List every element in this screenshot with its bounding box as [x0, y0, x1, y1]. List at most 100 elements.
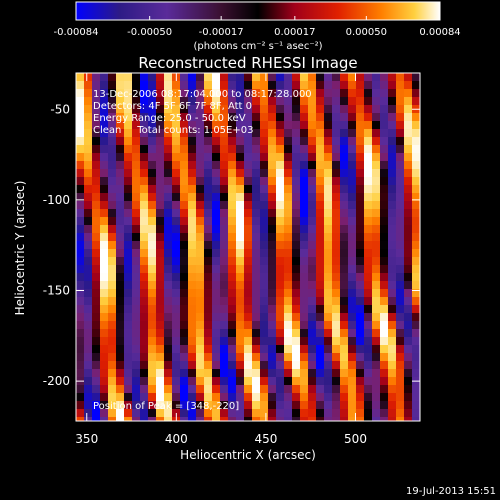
heatmap-cell	[244, 97, 253, 106]
heatmap-cell	[124, 97, 133, 106]
heatmap-cell	[196, 393, 205, 402]
heatmap-cell	[260, 417, 269, 421]
heatmap-cell	[292, 129, 301, 138]
heatmap-cell	[140, 401, 149, 410]
heatmap-cell	[260, 329, 269, 338]
heatmap-cell	[396, 153, 405, 162]
heatmap-cell	[396, 209, 405, 218]
heatmap-cell	[292, 177, 301, 186]
heatmap-cell	[388, 369, 397, 378]
heatmap-cell	[292, 273, 301, 282]
heatmap-cell	[140, 265, 149, 274]
heatmap-cell	[300, 305, 309, 314]
heatmap-cell	[156, 153, 165, 162]
heatmap-cell	[276, 209, 285, 218]
heatmap-cell	[172, 353, 181, 362]
heatmap-cell	[284, 377, 293, 386]
heatmap-cell	[308, 393, 317, 402]
heatmap-cell	[356, 361, 365, 370]
heatmap-cell	[228, 273, 237, 282]
heatmap-cell	[396, 161, 405, 170]
heatmap-cell	[332, 345, 341, 354]
heatmap-cell	[116, 401, 125, 410]
heatmap-cell	[220, 193, 229, 202]
heatmap-cell	[372, 265, 381, 274]
heatmap-cell	[212, 401, 221, 410]
heatmap-cell	[204, 97, 213, 106]
heatmap-cell	[220, 201, 229, 210]
heatmap-cell	[260, 225, 269, 234]
heatmap-cell	[220, 313, 229, 322]
heatmap-cell	[244, 137, 253, 146]
heatmap-cell	[156, 305, 165, 314]
heatmap-cell	[340, 321, 349, 330]
heatmap-cell	[300, 385, 309, 394]
heatmap-cell	[204, 305, 213, 314]
heatmap-cell	[412, 329, 420, 338]
heatmap-cell	[108, 97, 117, 106]
heatmap-cell	[172, 241, 181, 250]
heatmap-cell	[260, 97, 269, 106]
heatmap-cell	[380, 313, 389, 322]
heatmap-cell	[284, 329, 293, 338]
heatmap-cell	[332, 329, 341, 338]
heatmap-cell	[332, 241, 341, 250]
heatmap-cell	[108, 209, 117, 218]
heatmap-cell	[132, 89, 141, 98]
heatmap-cell	[156, 337, 165, 346]
heatmap-cell	[124, 305, 133, 314]
heatmap-cell	[156, 297, 165, 306]
heatmap-cell	[100, 169, 109, 178]
heatmap-cell	[100, 209, 109, 218]
heatmap-cell	[236, 217, 245, 226]
heatmap-cell	[324, 369, 333, 378]
heatmap-cell	[300, 361, 309, 370]
heatmap-cell	[308, 401, 317, 410]
heatmap-cell	[124, 265, 133, 274]
heatmap-cell	[156, 89, 165, 98]
heatmap-cell	[292, 89, 301, 98]
heatmap-cell	[244, 313, 253, 322]
heatmap-cell	[340, 145, 349, 154]
heatmap-cell	[332, 281, 341, 290]
heatmap-cell	[116, 289, 125, 298]
heatmap-cell	[380, 249, 389, 258]
heatmap-cell	[396, 385, 405, 394]
heatmap-cell	[204, 137, 213, 146]
heatmap-cell	[332, 177, 341, 186]
heatmap-cell	[276, 273, 285, 282]
heatmap-cell	[316, 401, 325, 410]
heatmap-cell	[348, 137, 357, 146]
heatmap-cell	[292, 297, 301, 306]
heatmap-cell	[116, 217, 125, 226]
heatmap-cell	[180, 273, 189, 282]
y-tick-label: -100	[43, 193, 70, 207]
heatmap-cell	[244, 129, 253, 138]
heatmap-cell	[292, 249, 301, 258]
heatmap-cell	[188, 233, 197, 242]
heatmap-cell	[412, 401, 420, 410]
heatmap-cell	[412, 257, 420, 266]
heatmap-cell	[364, 281, 373, 290]
heatmap-cell	[380, 105, 389, 114]
heatmap-cell	[324, 137, 333, 146]
heatmap-cell	[140, 81, 149, 90]
heatmap-cell	[204, 273, 213, 282]
heatmap-cell	[180, 265, 189, 274]
heatmap-cell	[316, 417, 325, 421]
heatmap-cell	[316, 169, 325, 178]
heatmap-cell	[148, 193, 157, 202]
heatmap-cell	[124, 401, 133, 410]
heatmap-cell	[260, 385, 269, 394]
heatmap-cell	[108, 393, 117, 402]
heatmap-cell	[260, 177, 269, 186]
heatmap-cell	[252, 369, 261, 378]
heatmap-cell	[148, 201, 157, 210]
heatmap-cell	[220, 89, 229, 98]
heatmap-cell	[396, 361, 405, 370]
heatmap-cell	[348, 177, 357, 186]
heatmap-cell	[100, 81, 109, 90]
heatmap-cell	[188, 169, 197, 178]
heatmap-cell	[124, 385, 133, 394]
heatmap-cell	[412, 89, 420, 98]
